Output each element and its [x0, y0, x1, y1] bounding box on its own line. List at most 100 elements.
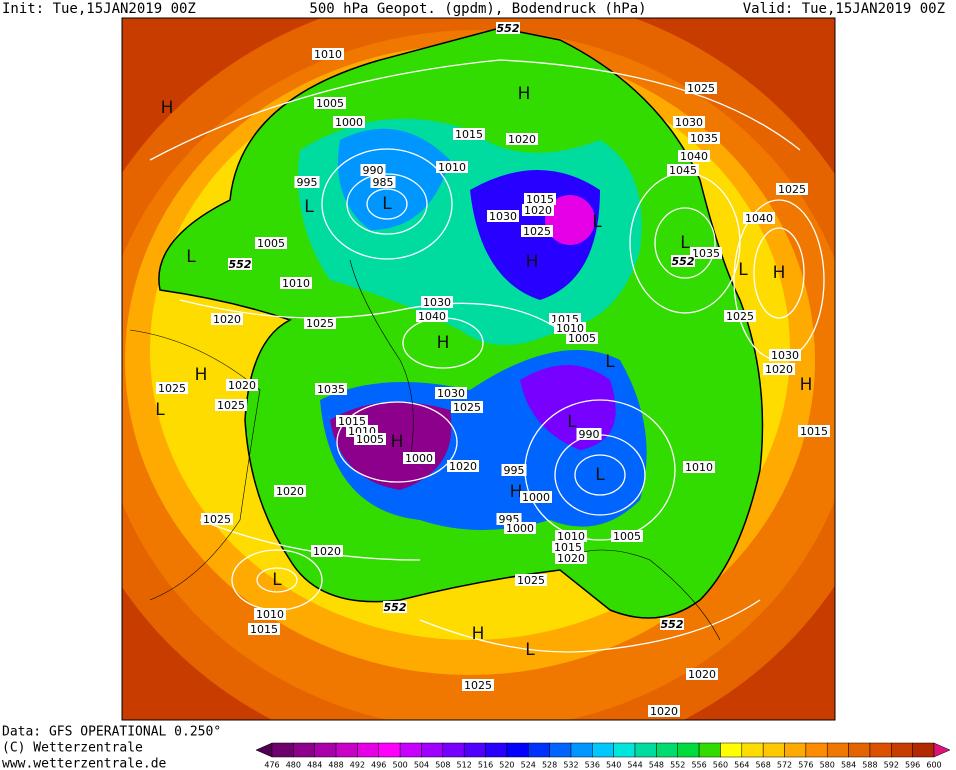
- isobar-label: 1015: [338, 415, 366, 428]
- colorbar-tick-label: 476: [264, 761, 279, 770]
- isobar-label-box: [421, 296, 453, 308]
- colorbar-tick-label: 500: [392, 761, 407, 770]
- pressure-center: H: [195, 365, 208, 385]
- isobar-label: 1030: [489, 210, 517, 223]
- colorbar-cell: [421, 742, 444, 758]
- isobar-label: 1015: [800, 425, 828, 438]
- isobar-label: 1020: [228, 379, 256, 392]
- isobar-label: 990: [579, 428, 600, 441]
- copyright: (C) Wetterzentrale: [2, 741, 143, 756]
- colorbar-cell: [463, 742, 486, 758]
- pressure-center: H: [800, 375, 813, 395]
- contour-label: 552: [672, 255, 695, 268]
- colorbar-cell: [271, 742, 294, 758]
- colorbar-cell: [528, 742, 550, 758]
- isobar-label: 1035: [317, 383, 345, 396]
- colorbar-cell: [549, 742, 572, 758]
- isobar-label-box: [274, 485, 306, 497]
- isobar-label: 1000: [335, 116, 363, 129]
- isobar-label-box: [724, 310, 756, 322]
- pressure-center: L: [567, 412, 577, 432]
- pressure-center: H: [161, 98, 174, 118]
- colorbar-tick-label: 552: [670, 761, 685, 770]
- valid-time: Valid: Tue,15JAN2019 00Z: [743, 1, 945, 17]
- map-title: 500 hPa Geopot. (gpdm), Bodendruck (hPa): [309, 1, 646, 17]
- isobar-label: 995: [297, 176, 318, 189]
- isobar-label-box: [611, 530, 643, 542]
- isobar-label-box: [255, 237, 287, 249]
- isobar-label: 1025: [217, 399, 245, 412]
- isobar-label-box: [311, 545, 343, 557]
- isobar-label: 1040: [745, 212, 773, 225]
- colorbar-cell: [570, 742, 593, 758]
- colorbar-cell: [656, 742, 678, 758]
- init-time: Init: Tue,15JAN2019 00Z: [2, 1, 196, 17]
- isobar-label-box: [304, 317, 336, 329]
- isobar-label: 1025: [453, 401, 481, 414]
- pressure-center: L: [595, 465, 605, 485]
- isobar-label-box: [248, 623, 280, 635]
- isobar-label-box: [215, 399, 247, 411]
- isobar-label: 1005: [257, 237, 285, 250]
- isobar-label-box: [555, 552, 587, 564]
- isobar-label: 1005: [356, 433, 384, 446]
- isobar-label-box: [524, 193, 556, 205]
- isobar-label-box: [333, 116, 365, 128]
- height-band: [545, 195, 595, 245]
- isobar-label-box: [685, 82, 717, 94]
- isobar-label-box: [354, 433, 386, 445]
- colorbar-tick-label: 508: [435, 761, 450, 770]
- isobar-label: 1025: [464, 679, 492, 692]
- isobar-label-box: [554, 322, 586, 334]
- contour-label: 552: [497, 22, 520, 35]
- isobar-label: 1020: [688, 668, 716, 681]
- colorbar-cell: [506, 742, 529, 758]
- colorbar-cell: [891, 742, 913, 758]
- isobar-label-box: [504, 522, 536, 534]
- isobar-label-box: [462, 679, 494, 691]
- isobar-label: 1025: [778, 183, 806, 196]
- isobar-label-box: [312, 48, 344, 60]
- pressure-center: L: [738, 260, 748, 280]
- contour-label-box: [671, 255, 695, 267]
- isobar-label-box: [683, 461, 715, 473]
- isobar-label-box: [360, 164, 386, 176]
- isobar-label-box: [487, 210, 519, 222]
- pressure-center: L: [382, 194, 392, 214]
- isobar-label-box: [451, 401, 483, 413]
- isobar-label-box: [201, 513, 233, 525]
- colorbar-arrow: [255, 742, 273, 758]
- isobar-label: 1015: [455, 128, 483, 141]
- coastlines: [129, 259, 721, 641]
- colorbar-tick-label: 576: [798, 761, 813, 770]
- isobar-label: 1025: [517, 574, 545, 587]
- pressure-center: H: [391, 432, 404, 452]
- colorbar-cell: [293, 742, 315, 758]
- contour-label-box: [496, 22, 520, 34]
- isobar-label-box: [798, 425, 830, 437]
- isobar-label: 1030: [771, 349, 799, 362]
- isobar-label: 1010: [256, 608, 284, 621]
- colorbar-tick-label: 492: [350, 761, 365, 770]
- colorbar-arrow: [933, 742, 951, 758]
- colorbar-tick-label: 536: [585, 761, 600, 770]
- pressure-center: L: [155, 400, 165, 420]
- colorbar-tick-label: 556: [691, 761, 706, 770]
- isobar-label-box: [403, 452, 435, 464]
- isobar-label: 1020: [276, 485, 304, 498]
- isobar-label-box: [769, 349, 801, 361]
- pressure-center: L: [272, 570, 282, 590]
- pressure-center: H: [510, 482, 523, 502]
- colorbar-tick-label: 544: [627, 761, 642, 770]
- colorbar-cell: [335, 742, 358, 758]
- isobar-label-box: [686, 668, 718, 680]
- contour-label: 552: [229, 258, 252, 271]
- isobar-label: 1005: [613, 530, 641, 543]
- colorbar-tick-label: 532: [563, 761, 578, 770]
- isobar-label: 995: [504, 464, 525, 477]
- isobar-label-box: [156, 382, 188, 394]
- isobar-label-box: [336, 415, 368, 427]
- isobar-label-box: [776, 183, 808, 195]
- colorbar-cell: [826, 742, 849, 758]
